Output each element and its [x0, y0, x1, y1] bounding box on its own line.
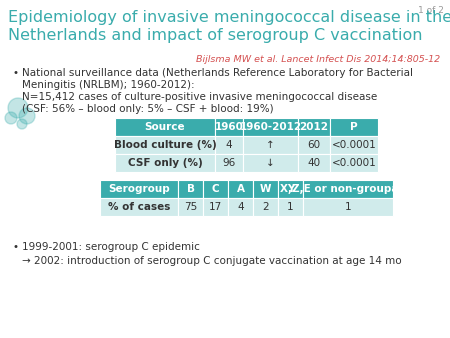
Bar — [100, 180, 178, 198]
Bar — [253, 198, 278, 216]
Bar — [115, 118, 215, 136]
Text: C: C — [212, 184, 219, 194]
Circle shape — [8, 98, 28, 118]
Text: 17: 17 — [209, 202, 222, 212]
Text: Serogroup: Serogroup — [108, 184, 170, 194]
Text: W: W — [260, 184, 271, 194]
Text: Bijlsma MW et al. Lancet Infect Dis 2014;14:805-12: Bijlsma MW et al. Lancet Infect Dis 2014… — [196, 55, 440, 64]
Bar — [330, 118, 378, 136]
Text: 4: 4 — [237, 202, 244, 212]
Bar — [215, 118, 243, 136]
Text: Epidemiology of invasive meningococcal disease in the: Epidemiology of invasive meningococcal d… — [8, 10, 450, 25]
Bar — [203, 198, 228, 216]
Text: Blood culture (%): Blood culture (%) — [113, 140, 216, 150]
Text: •: • — [12, 68, 18, 78]
Text: <0.0001: <0.0001 — [332, 158, 376, 168]
Text: → 2002: introduction of serogroup C conjugate vaccination at age 14 mo: → 2002: introduction of serogroup C conj… — [22, 256, 401, 266]
Bar — [298, 118, 330, 136]
Text: ↓: ↓ — [266, 158, 275, 168]
Text: 1: 1 — [345, 202, 351, 212]
Text: ↑: ↑ — [266, 140, 275, 150]
Bar — [330, 136, 378, 154]
Bar — [228, 198, 253, 216]
Text: B: B — [186, 184, 194, 194]
Bar — [243, 154, 298, 172]
Text: 1: 1 — [287, 202, 294, 212]
Bar — [298, 136, 330, 154]
Text: •: • — [12, 242, 18, 252]
Bar — [178, 198, 203, 216]
Text: Y: Y — [287, 184, 294, 194]
Text: P: P — [350, 122, 358, 132]
Bar — [298, 154, 330, 172]
Text: N=15,412 cases of culture-positive invasive meningococcal disease: N=15,412 cases of culture-positive invas… — [22, 92, 377, 102]
Text: 4: 4 — [226, 140, 232, 150]
Bar — [330, 154, 378, 172]
Text: Netherlands and impact of serogroup C vaccination: Netherlands and impact of serogroup C va… — [8, 28, 423, 43]
Bar — [303, 180, 393, 198]
Bar — [243, 118, 298, 136]
Text: Source: Source — [145, 122, 185, 132]
Text: 60: 60 — [307, 140, 320, 150]
Text: <0.0001: <0.0001 — [332, 140, 376, 150]
Circle shape — [5, 112, 17, 124]
Bar — [228, 180, 253, 198]
Text: 2012: 2012 — [300, 122, 328, 132]
Bar — [115, 136, 215, 154]
Text: National surveillance data (Netherlands Reference Laboratory for Bacterial: National surveillance data (Netherlands … — [22, 68, 413, 78]
Bar — [278, 198, 303, 216]
Bar — [243, 136, 298, 154]
Text: % of cases: % of cases — [108, 202, 170, 212]
Bar — [100, 198, 178, 216]
Bar — [303, 198, 393, 216]
Bar — [215, 136, 243, 154]
Text: CSF only (%): CSF only (%) — [128, 158, 202, 168]
Bar — [253, 180, 278, 198]
Circle shape — [17, 119, 27, 129]
Text: A: A — [237, 184, 244, 194]
Text: 96: 96 — [222, 158, 236, 168]
Text: Meningitis (NRLBM); 1960-2012):: Meningitis (NRLBM); 1960-2012): — [22, 80, 194, 90]
Text: (CSF: 56% – blood only: 5% – CSF + blood: 19%): (CSF: 56% – blood only: 5% – CSF + blood… — [22, 104, 274, 114]
Text: X,Z,E or non-groupable: X,Z,E or non-groupable — [279, 184, 416, 194]
Text: 75: 75 — [184, 202, 197, 212]
Bar — [215, 154, 243, 172]
Text: 1999-2001: serogroup C epidemic: 1999-2001: serogroup C epidemic — [22, 242, 200, 252]
Bar — [278, 180, 303, 198]
Text: 2: 2 — [262, 202, 269, 212]
Bar — [178, 180, 203, 198]
Text: 1 of 2: 1 of 2 — [418, 6, 444, 15]
Bar — [115, 154, 215, 172]
Bar — [203, 180, 228, 198]
Text: 40: 40 — [307, 158, 320, 168]
Text: 1960-2012: 1960-2012 — [239, 122, 302, 132]
Text: 1960: 1960 — [215, 122, 243, 132]
Circle shape — [19, 108, 35, 124]
